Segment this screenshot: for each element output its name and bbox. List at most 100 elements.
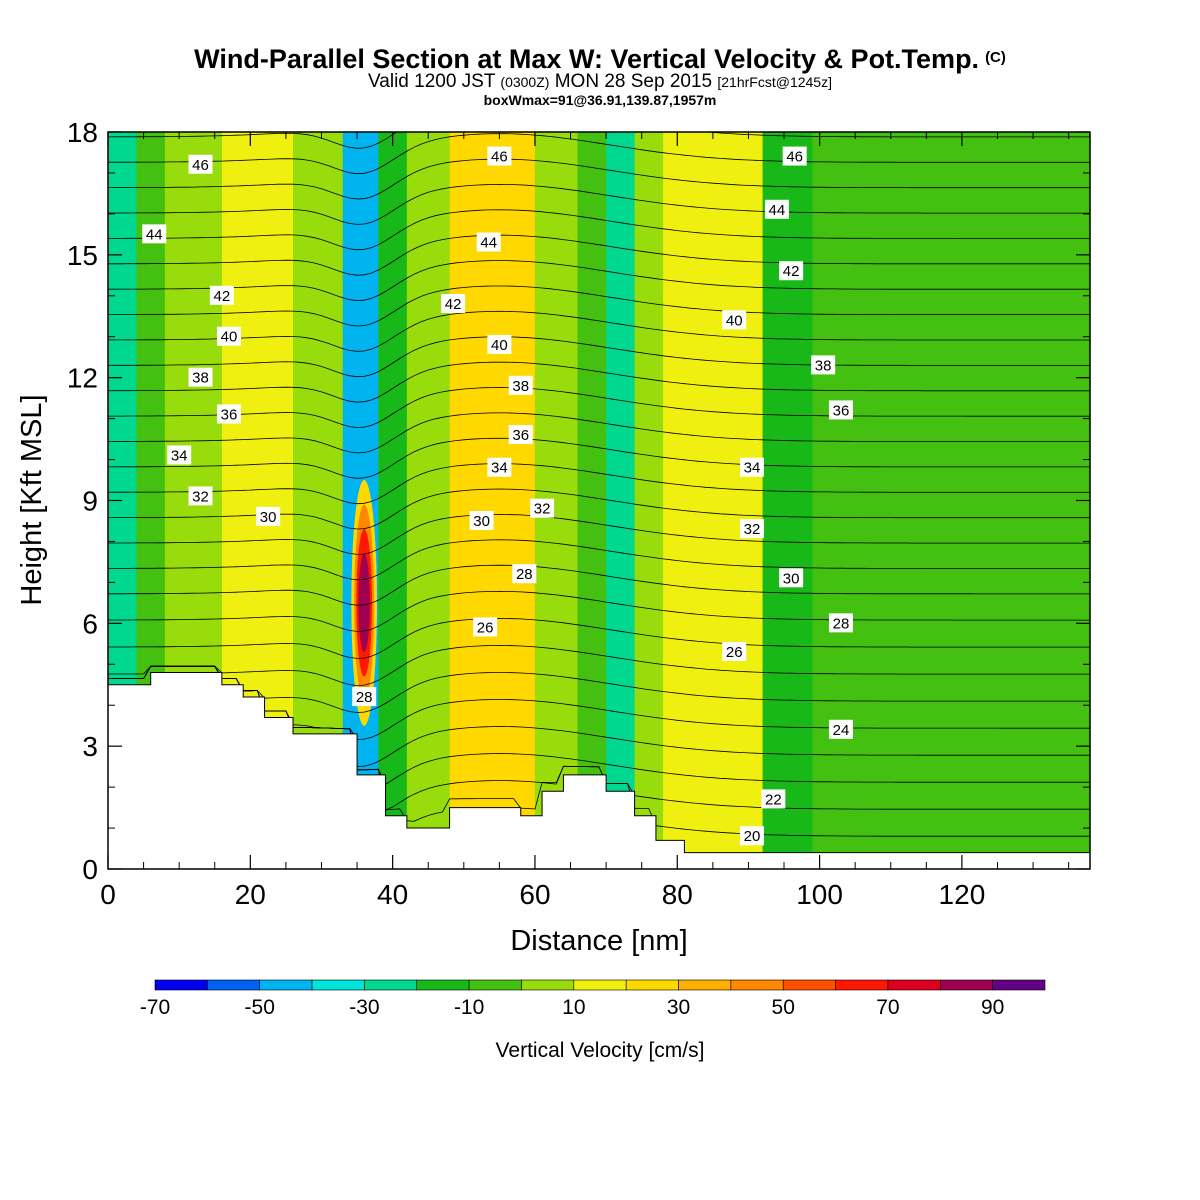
svg-text:24: 24 (833, 722, 850, 739)
theta-label-25: 38 (811, 355, 836, 375)
theta-contour-45 (108, 158, 1090, 200)
svg-text:44: 44 (146, 226, 163, 243)
theta-contour-30 (108, 539, 1090, 581)
terrain (108, 671, 1090, 869)
svg-text:36: 36 (512, 427, 529, 444)
colorbar-swatch-16 (992, 979, 1046, 991)
theta-contour-27 (108, 617, 1090, 659)
y-tick-label: 18 (67, 117, 98, 148)
theta-label-7: 32 (188, 486, 213, 506)
svg-text:34: 34 (491, 460, 508, 477)
svg-text:42: 42 (445, 296, 462, 313)
valid-time: Valid 1200 JST (368, 71, 496, 92)
theta-label-8: 30 (256, 506, 281, 526)
x-tick-label: 120 (939, 879, 986, 910)
terrain-mask (108, 671, 1090, 869)
colorbar-label: -30 (349, 996, 379, 1019)
velocity-band-8 (449, 132, 535, 869)
colorbar-label: 30 (667, 996, 690, 1019)
y-tick-label: 0 (82, 854, 98, 885)
colorbar-swatch-12 (782, 979, 836, 991)
theta-contour-29 (108, 564, 1090, 606)
colorbar-swatch-13 (835, 979, 889, 991)
theta-label-23: 42 (779, 261, 804, 281)
colorbar-swatch-0 (154, 979, 208, 991)
svg-text:20: 20 (744, 828, 761, 845)
colorbar: -70 -50 -30 -10 10 30 50 70 90 (140, 979, 1046, 1019)
theta-label-16: 32 (530, 498, 555, 518)
svg-text:34: 34 (171, 447, 188, 464)
theta-label-6: 34 (167, 445, 192, 465)
svg-text:46: 46 (192, 157, 209, 174)
theta-contour-41 (108, 260, 1090, 302)
chart-title: Wind-Parallel Section at Max W: Vertical… (194, 44, 1006, 74)
svg-text:46: 46 (491, 149, 508, 166)
colorbar-label: 50 (772, 996, 795, 1019)
theta-label-29: 30 (779, 568, 804, 588)
forecast-info: [21hrFcst@1245z] (717, 74, 832, 90)
velocity-band-13 (663, 132, 763, 869)
svg-text:40: 40 (221, 329, 238, 346)
theta-contour-33 (108, 463, 1090, 505)
velocity-band-6 (378, 132, 407, 869)
velocity-band-10 (577, 132, 607, 869)
svg-text:28: 28 (356, 689, 373, 706)
theta-label-26: 36 (828, 400, 853, 420)
theta-label-15: 34 (487, 457, 512, 477)
colorbar-swatch-3 (311, 979, 365, 991)
theta-contour-37 (108, 361, 1090, 403)
x-tick-label: 80 (662, 879, 693, 910)
colorbar-label: 90 (981, 996, 1004, 1019)
theta-label-4: 38 (188, 367, 213, 387)
theta-label-14: 36 (508, 424, 533, 444)
velocity-band-15 (812, 132, 1090, 869)
svg-text:32: 32 (192, 488, 209, 505)
y-tick-label: 12 (67, 363, 98, 394)
theta-label-34: 20 (739, 826, 764, 846)
theta-contour-26 (108, 644, 1090, 686)
theta-label-21: 46 (782, 146, 807, 166)
theta-contour-38 (108, 336, 1090, 378)
colorbar-swatch-14 (887, 979, 941, 991)
theta-label-31: 26 (722, 641, 747, 661)
theta-label-18: 28 (512, 564, 537, 584)
x-tick-label: 40 (377, 879, 408, 910)
theta-contour-35 (108, 412, 1090, 454)
theta-contour-46 (108, 133, 1090, 175)
svg-text:32: 32 (744, 521, 761, 538)
theta-label-24: 40 (722, 310, 747, 330)
theta-contour-24 (108, 665, 1090, 740)
theta-label-33: 22 (761, 789, 786, 809)
x-tick-label: 60 (519, 879, 550, 910)
y-tick-label: 15 (67, 240, 98, 271)
colorbar-label: -50 (245, 996, 275, 1019)
colorbar-label: 70 (876, 996, 899, 1019)
colorbar-swatch-9 (625, 979, 679, 991)
theta-contour-43 (108, 209, 1090, 251)
theta-label-0: 46 (188, 154, 213, 174)
theta-labels: 4644424038363432304644424038363432302826… (142, 146, 853, 846)
theta-label-27: 34 (739, 457, 764, 477)
colorbar-swatch-10 (678, 979, 732, 991)
theta-contour-44 (108, 183, 1090, 225)
svg-text:38: 38 (512, 378, 529, 395)
y-tick-label: 3 (82, 731, 98, 762)
theta-contour-31 (108, 513, 1090, 555)
colorbar-label: -10 (454, 996, 484, 1019)
theta-label-22: 44 (764, 199, 789, 219)
svg-text:32: 32 (534, 501, 551, 518)
svg-text:30: 30 (260, 509, 277, 526)
svg-text:36: 36 (221, 407, 238, 424)
colorbar-swatch-2 (259, 979, 313, 991)
colorbar-title: Vertical Velocity [cm/s] (496, 1039, 705, 1062)
valid-zulu: (0300Z) (500, 74, 550, 90)
colorbar-swatch-15 (939, 979, 993, 991)
svg-text:46: 46 (786, 149, 803, 166)
theta-label-12: 40 (487, 334, 512, 354)
theta-label-2: 42 (209, 285, 234, 305)
svg-text:22: 22 (765, 791, 782, 808)
x-axis-title: Distance [nm] (510, 925, 687, 957)
colorbar-swatch-1 (207, 979, 261, 991)
